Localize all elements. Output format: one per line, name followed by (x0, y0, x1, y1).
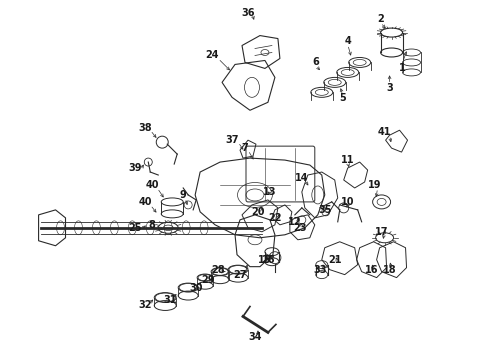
Text: 36: 36 (241, 8, 255, 18)
Text: 12: 12 (288, 217, 302, 227)
Text: 5: 5 (340, 93, 346, 103)
Text: 38: 38 (139, 123, 152, 133)
Text: 2: 2 (377, 14, 384, 24)
Text: 34: 34 (248, 332, 262, 342)
Text: 37: 37 (225, 135, 239, 145)
Text: 11: 11 (341, 155, 354, 165)
Text: 19: 19 (368, 180, 381, 190)
Text: 33: 33 (313, 265, 326, 275)
Text: 27: 27 (233, 270, 247, 280)
Text: 21: 21 (328, 255, 342, 265)
Text: 15: 15 (258, 255, 271, 265)
Text: 41: 41 (378, 127, 392, 137)
Text: 18: 18 (383, 265, 396, 275)
Text: 10: 10 (341, 197, 354, 207)
Text: 13: 13 (263, 187, 277, 197)
Text: 9: 9 (180, 190, 187, 200)
Text: 29: 29 (201, 275, 215, 285)
Text: 4: 4 (344, 36, 351, 46)
Text: 6: 6 (313, 58, 319, 67)
Text: 40: 40 (139, 197, 152, 207)
Text: 26: 26 (261, 255, 275, 265)
Text: 28: 28 (211, 265, 225, 275)
Text: 24: 24 (205, 50, 219, 60)
Text: 31: 31 (164, 294, 177, 305)
Text: 20: 20 (251, 207, 265, 217)
Text: 39: 39 (128, 163, 142, 173)
Text: 16: 16 (365, 265, 378, 275)
Text: 14: 14 (295, 173, 309, 183)
Text: 23: 23 (293, 223, 307, 233)
Text: 1: 1 (399, 63, 406, 73)
Text: 40: 40 (146, 180, 159, 190)
Text: 3: 3 (386, 84, 393, 93)
Text: 7: 7 (242, 143, 248, 153)
Text: 32: 32 (139, 300, 152, 310)
Text: 25: 25 (128, 223, 142, 233)
Text: 22: 22 (268, 213, 282, 223)
Text: 30: 30 (190, 283, 203, 293)
Text: 17: 17 (375, 227, 389, 237)
Text: 8: 8 (149, 220, 156, 230)
Text: 35: 35 (318, 205, 332, 215)
